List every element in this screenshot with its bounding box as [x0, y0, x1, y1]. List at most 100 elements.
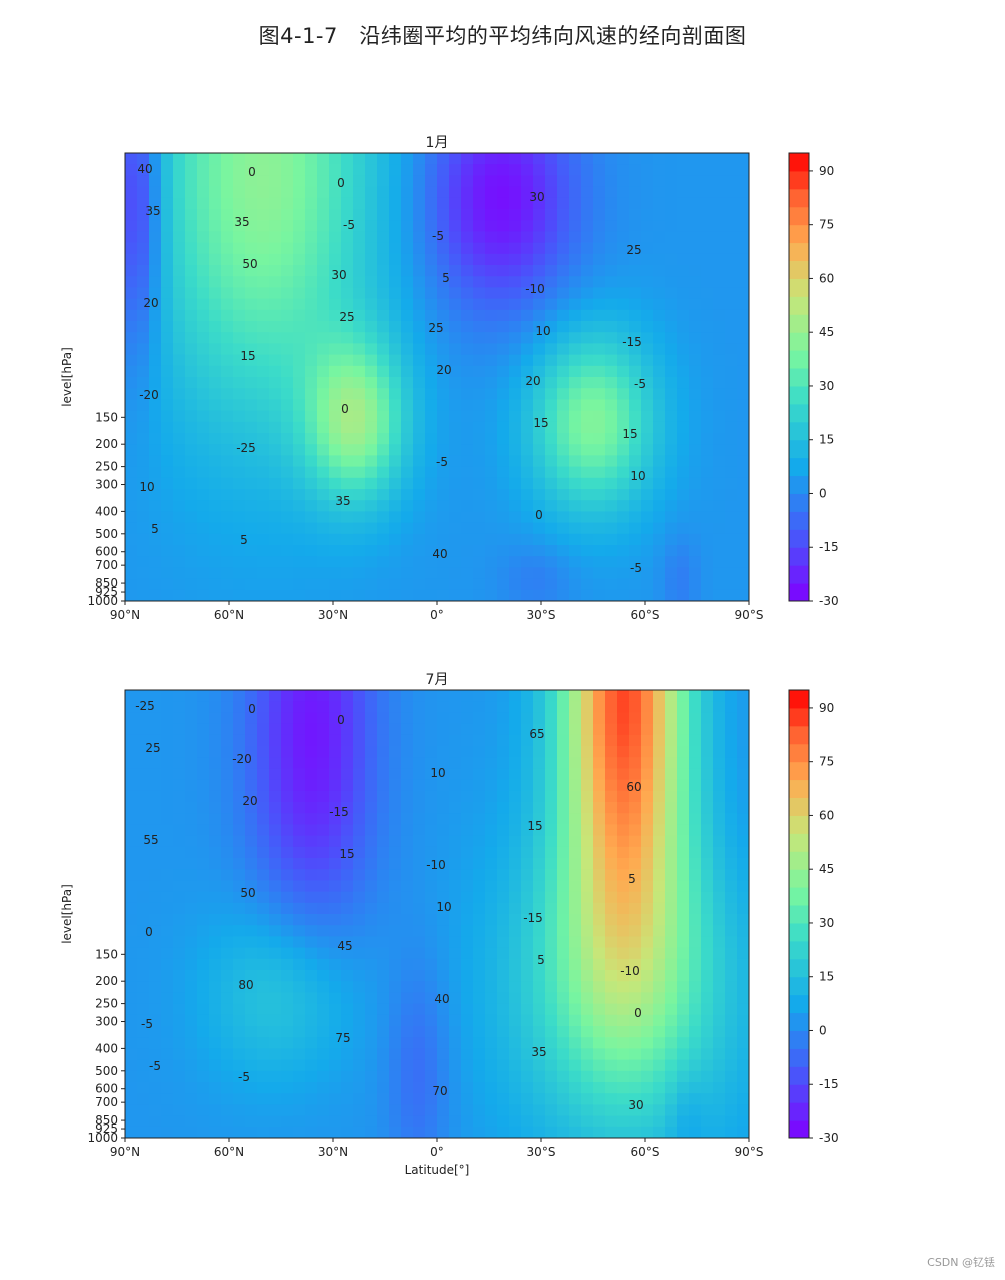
field-cell: [245, 1014, 258, 1027]
field-cell: [569, 220, 582, 232]
field-cell: [677, 701, 690, 713]
field-cell: [257, 354, 270, 367]
field-cell: [509, 399, 522, 412]
field-cell: [221, 242, 234, 255]
field-cell: [185, 231, 198, 244]
field-cell: [533, 444, 546, 456]
field-cell: [473, 365, 486, 378]
field-cell: [725, 466, 738, 479]
field-cell: [629, 500, 642, 512]
field-cell: [197, 846, 210, 859]
field-cell: [281, 869, 294, 881]
field-cell: [197, 545, 210, 557]
field-cell: [677, 1082, 690, 1094]
field-cell: [197, 1048, 210, 1061]
field-cell: [593, 1059, 606, 1072]
field-cell: [473, 433, 486, 445]
field-cell: [569, 981, 582, 993]
field-cell: [221, 567, 234, 580]
field-cell: [365, 466, 378, 479]
field-cell: [641, 1104, 654, 1117]
field-cell: [713, 712, 726, 725]
field-cell: [581, 265, 594, 277]
field-cell: [725, 477, 738, 490]
field-cell: [737, 869, 749, 881]
field-cell: [377, 1026, 390, 1038]
field-cell: [209, 231, 222, 244]
field-cell: [521, 746, 534, 758]
field-cell: [725, 298, 738, 311]
field-cell: [569, 242, 582, 255]
field-cell: [161, 802, 174, 814]
field-cell: [281, 768, 294, 781]
field-cell: [437, 1082, 450, 1094]
field-cell: [653, 489, 666, 501]
field-cell: [449, 242, 462, 255]
field-cell: [149, 489, 162, 501]
field-cell: [521, 309, 534, 322]
field-cell: [389, 1115, 402, 1128]
field-cell: [173, 175, 186, 188]
field-cell: [221, 858, 234, 870]
contour-label: -15: [622, 335, 642, 349]
field-cell: [353, 701, 366, 713]
field-cell: [377, 992, 390, 1005]
field-cell: [329, 489, 342, 501]
field-cell: [149, 1082, 162, 1094]
field-cell: [317, 253, 330, 266]
field-cell: [641, 578, 654, 591]
field-cell: [197, 914, 210, 926]
field-cell: [317, 891, 330, 904]
field-cell: [617, 164, 630, 176]
field-cell: [341, 556, 354, 568]
field-cell: [425, 545, 438, 557]
field-cell: [353, 220, 366, 232]
field-cell: [521, 1126, 534, 1138]
field-cell: [209, 186, 222, 199]
field-cell: [557, 992, 570, 1005]
field-cell: [209, 846, 222, 859]
field-cell: [137, 970, 150, 982]
field-cell: [533, 757, 546, 769]
field-cell: [185, 1048, 198, 1061]
field-cell: [317, 1048, 330, 1061]
field-cell: [485, 477, 498, 490]
colorbar-segment: [789, 547, 809, 566]
field-cell: [629, 1014, 642, 1027]
field-cell: [725, 511, 738, 524]
field-cell: [593, 421, 606, 434]
field-cell: [233, 757, 246, 769]
field-cell: [653, 936, 666, 949]
field-cell: [713, 790, 726, 803]
field-cell: [389, 981, 402, 993]
field-cell: [485, 1082, 498, 1094]
field-cell: [617, 321, 630, 333]
field-cell: [389, 511, 402, 524]
field-cell: [197, 981, 210, 993]
field-cell: [593, 365, 606, 378]
field-cell: [629, 869, 642, 881]
field-cell: [641, 970, 654, 982]
field-cell: [713, 1104, 726, 1117]
field-cell: [725, 433, 738, 445]
field-cell: [617, 511, 630, 524]
field-cell: [413, 690, 426, 702]
field-cell: [569, 500, 582, 512]
field-cell: [629, 164, 642, 176]
field-cell: [449, 779, 462, 792]
field-cell: [377, 578, 390, 591]
field-cell: [617, 399, 630, 412]
field-cell: [629, 365, 642, 378]
field-cell: [737, 197, 749, 210]
field-cell: [521, 377, 534, 389]
field-cell: [245, 869, 258, 881]
field-cell: [665, 298, 678, 311]
field-cell: [401, 734, 414, 747]
field-cell: [713, 1093, 726, 1105]
field-cell: [605, 377, 618, 389]
y-tick-label: 500: [95, 527, 118, 541]
field-cell: [473, 410, 486, 423]
field-cell: [653, 947, 666, 960]
colorbar-tick-label: 0: [819, 1023, 827, 1037]
field-cell: [269, 1104, 282, 1117]
